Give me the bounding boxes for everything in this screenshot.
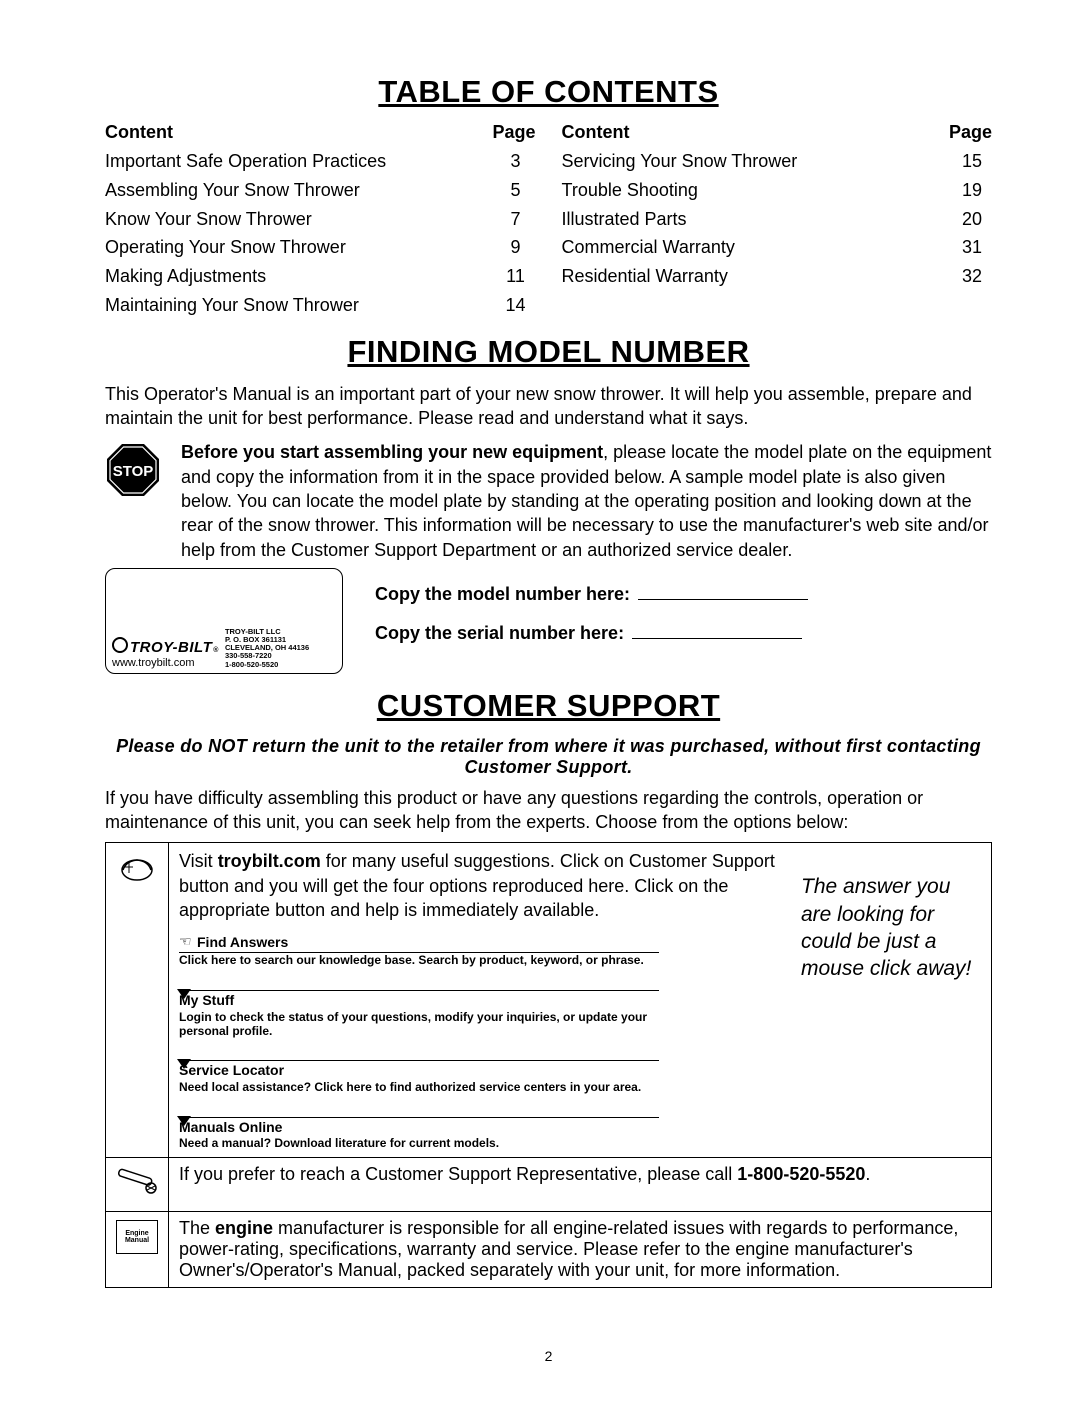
toc-row: Know Your Snow Thrower7 [105,205,536,234]
toc-row: Servicing Your Snow Thrower15 [562,147,993,176]
option-find-answers[interactable]: Find Answers [197,933,288,952]
model-heading: FINDING MODEL NUMBER [105,334,992,370]
toc-row: Residential Warranty32 [562,262,993,291]
mouse-icon [106,843,169,1157]
serial-number-field[interactable] [632,637,802,639]
svg-text:STOP: STOP [113,463,154,480]
toc-row: Important Safe Operation Practices3 [105,147,536,176]
toc-table: Content Page Important Safe Operation Pr… [105,122,992,320]
page-number: 2 [105,1348,992,1364]
support-options-table: Visit troybilt.com for many useful sugge… [105,842,992,1287]
stop-callout: STOP Before you start assembling your ne… [105,440,992,561]
toc-row: Illustrated Parts20 [562,205,993,234]
support-intro: If you have difficulty assembling this p… [105,786,992,835]
model-intro: This Operator's Manual is an important p… [105,382,992,431]
copy-model-label: Copy the model number here: [375,584,630,605]
support-warning: Please do NOT return the unit to the ret… [105,736,992,778]
stop-text: Before you start assembling your new equ… [181,440,992,561]
web-text: Visit troybilt.com for many useful sugge… [179,851,775,920]
toc-row: Maintaining Your Snow Thrower14 [105,291,536,320]
toc-col-header-content: Content [105,122,173,143]
model-plate-sample: TROY-BILT® www.troybilt.com TROY-BILT LL… [105,568,343,674]
toc-heading: TABLE OF CONTENTS [105,74,992,110]
toc-row: Commercial Warranty31 [562,233,993,262]
option-service-locator[interactable]: Service Locator [179,1061,659,1080]
copy-serial-label: Copy the serial number here: [375,623,624,644]
phone-support-text: If you prefer to reach a Customer Suppor… [169,1157,992,1211]
manual-page: TABLE OF CONTENTS Content Page Important… [0,0,1080,1404]
stop-icon: STOP [105,442,161,498]
toc-row: Making Adjustments11 [105,262,536,291]
toc-row: Operating Your Snow Thrower9 [105,233,536,262]
engine-text: The engine manufacturer is responsible f… [169,1211,992,1287]
option-manuals-online[interactable]: Manuals Online [179,1118,659,1137]
toc-col-header-content: Content [562,122,630,143]
toc-row: Assembling Your Snow Thrower5 [105,176,536,205]
toc-col-header-page: Page [949,122,992,143]
toc-row: Trouble Shooting19 [562,176,993,205]
phone-icon [106,1157,169,1211]
engine-manual-icon: Engine Manual [106,1211,169,1287]
toc-col-header-page: Page [492,122,535,143]
pointer-icon: ☜ [179,932,197,952]
option-my-stuff[interactable]: My Stuff [179,991,659,1010]
support-tagline: The answer you are looking for could be … [801,849,981,1150]
support-heading: CUSTOMER SUPPORT [105,688,992,724]
model-number-field[interactable] [638,598,808,600]
